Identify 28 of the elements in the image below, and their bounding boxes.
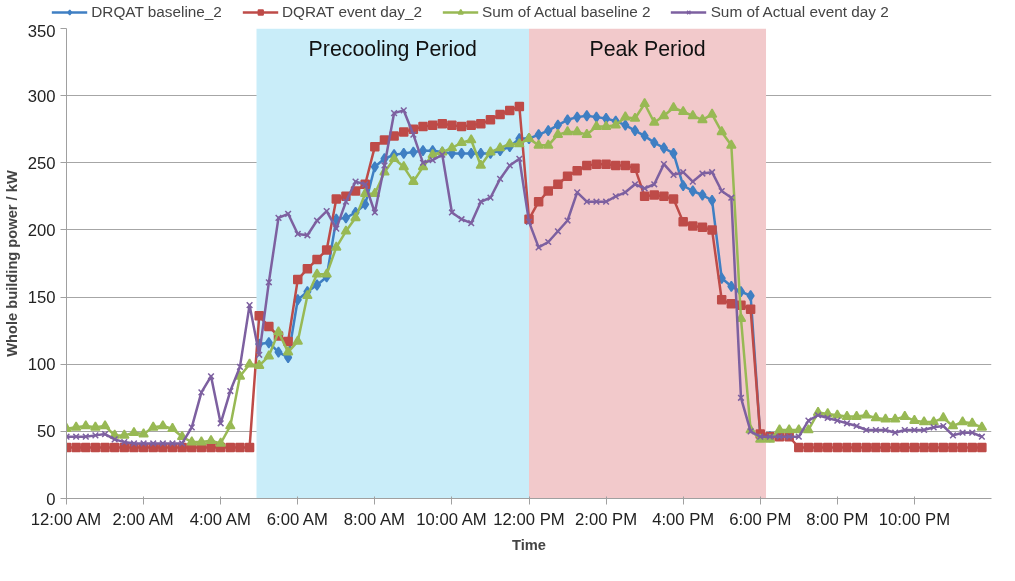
y-tick-label: 350: [27, 21, 56, 41]
x-tick-label: 12:00 AM: [30, 509, 102, 529]
x-tick-label: 6:00 AM: [266, 509, 328, 529]
legend-label: Sum of Actual event day 2: [710, 3, 889, 21]
legend-label: DRQAT baseline_2: [91, 3, 222, 21]
x-tick-label: 2:00 PM: [575, 509, 638, 529]
legend-label: Sum of Actual baseline 2: [481, 3, 651, 21]
band-label: Peak Period: [589, 36, 706, 61]
x-tick-label: 6:00 PM: [729, 509, 792, 529]
x-axis-title: Time: [512, 536, 546, 553]
y-tick-label: 250: [27, 153, 56, 173]
y-axis-title: Whole building power / kW: [3, 170, 20, 357]
x-tick-label: 2:00 AM: [112, 509, 174, 529]
legend-label: DQRAT event day_2: [281, 3, 422, 21]
y-tick-label: 50: [36, 422, 56, 442]
y-tick-label: 200: [27, 220, 56, 240]
x-tick-label: 4:00 PM: [652, 509, 715, 529]
y-tick-label: 300: [27, 86, 56, 106]
band-label: Precooling Period: [308, 36, 477, 61]
y-tick-label: 150: [27, 288, 56, 308]
x-tick-label: 12:00 PM: [493, 509, 565, 529]
x-tick-label: 8:00 PM: [806, 509, 869, 529]
x-tick-label: 4:00 AM: [189, 509, 251, 529]
x-tick-label: 10:00 AM: [416, 509, 487, 529]
x-tick-label: 8:00 AM: [343, 509, 405, 529]
y-tick-label: 100: [27, 355, 56, 375]
y-tick-label: 0: [46, 489, 56, 509]
x-tick-label: 10:00 PM: [878, 509, 951, 529]
